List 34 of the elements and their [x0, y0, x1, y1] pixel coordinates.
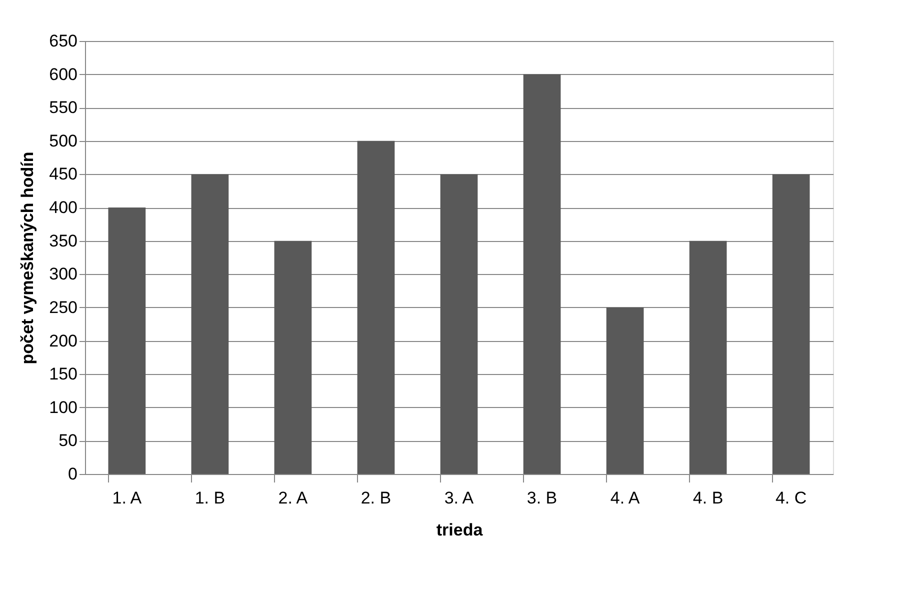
bar	[357, 140, 395, 474]
x-tick-label: 2. B	[360, 488, 392, 508]
y-axis-title: počet vymeškaných hodín	[18, 152, 38, 364]
y-tick-label: 500	[49, 131, 78, 150]
y-tick-label: 400	[49, 198, 78, 218]
bar	[274, 240, 312, 474]
x-tick-label: 4. C	[775, 488, 807, 508]
x-axis-title: trieda	[436, 520, 484, 540]
y-tick-label: 100	[49, 398, 78, 417]
bar	[440, 174, 478, 474]
bar	[689, 240, 727, 474]
x-tick-label: 2. A	[278, 488, 308, 508]
y-tick-label: 0	[68, 464, 78, 484]
y-tick-label: 50	[58, 431, 78, 450]
y-tick-label: 650	[49, 32, 78, 50]
y-tick-label: 200	[49, 331, 78, 350]
y-tick-label: 450	[49, 164, 78, 184]
y-tick-label: 350	[49, 231, 78, 250]
x-tick-label: 1. A	[112, 488, 142, 508]
bar	[523, 74, 561, 474]
x-tick-label: 3. A	[444, 488, 474, 508]
y-tick-label: 600	[49, 64, 78, 84]
bar	[772, 174, 810, 474]
x-tick-label: 1. B	[194, 488, 226, 508]
bar	[606, 307, 644, 474]
x-tick-label: 4. A	[610, 488, 640, 508]
y-tick-label: 300	[49, 264, 78, 284]
y-tick-label: 550	[49, 98, 78, 118]
x-tick-label: 4. B	[692, 488, 724, 508]
y-tick-label: 250	[49, 298, 78, 317]
y-tick-label: 150	[49, 364, 78, 384]
x-tick-label: 3. B	[526, 488, 558, 508]
bar	[191, 174, 229, 474]
bar	[108, 208, 146, 474]
